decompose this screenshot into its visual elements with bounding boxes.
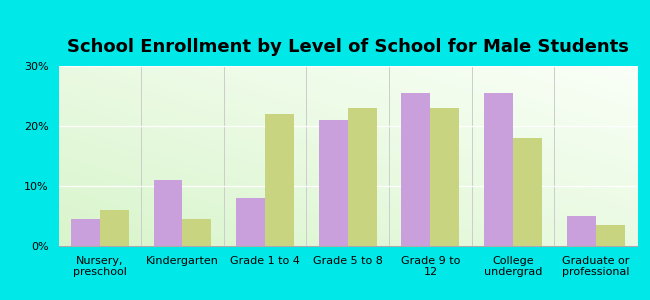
Bar <box>595 225 625 246</box>
Bar <box>153 180 183 246</box>
Bar <box>236 198 265 246</box>
Bar <box>348 108 377 246</box>
Bar <box>183 219 211 246</box>
Bar <box>402 93 430 246</box>
Bar <box>484 93 513 246</box>
Bar <box>71 219 100 246</box>
Bar <box>430 108 460 246</box>
Bar <box>567 216 595 246</box>
Bar <box>100 210 129 246</box>
Bar <box>318 120 348 246</box>
Bar <box>513 138 542 246</box>
Bar <box>265 114 294 246</box>
Title: School Enrollment by Level of School for Male Students: School Enrollment by Level of School for… <box>67 38 629 56</box>
